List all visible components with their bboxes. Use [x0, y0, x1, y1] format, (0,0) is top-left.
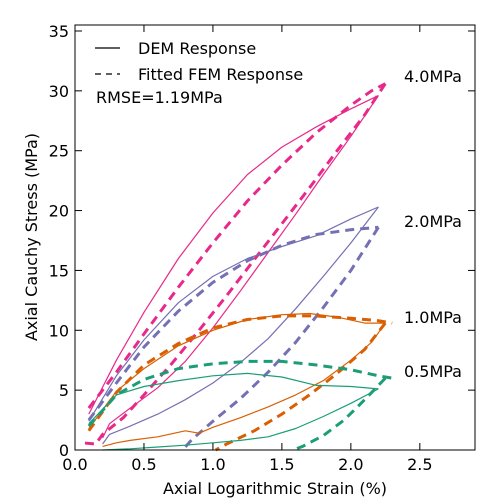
pressure-label-2: 2.0MPa	[404, 212, 462, 231]
x-tick-label: 2.0	[338, 455, 363, 474]
pressure-label-1: 1.0MPa	[404, 308, 462, 327]
x-tick-label: 0.0	[62, 455, 87, 474]
curves-layer	[81, 82, 393, 452]
legend: DEM Response Fitted FEM Response	[95, 39, 303, 84]
series-0_5-solid-loading	[88, 372, 379, 425]
plot-frame	[74, 24, 476, 451]
x-axis-label: Axial Logarithmic Strain (%)	[163, 479, 387, 498]
x-tick-label: 0.5	[131, 455, 156, 474]
series-2_0-solid-loading	[88, 206, 379, 422]
y-tick-label: 0	[59, 441, 69, 460]
y-tick-label: 15	[49, 261, 69, 280]
rmse-annotation: RMSE=1.19MPa	[96, 88, 223, 107]
series-2_0-dashed-loading	[87, 225, 379, 421]
y-tick-label: 35	[49, 22, 69, 41]
x-tick-label: 1.0	[200, 455, 225, 474]
series-4_0-dashed-unloading	[81, 82, 387, 446]
series-4_0-solid-unloading	[102, 95, 379, 439]
series-2_0-solid-unloading	[102, 206, 379, 445]
y-tick-label: 20	[49, 202, 69, 221]
legend-label-fem: Fitted FEM Response	[138, 65, 303, 84]
series-1_0-solid-unloading	[102, 322, 386, 447]
series-0_5-dashed-unloading	[292, 377, 387, 452]
series-4_0-dashed-loading	[87, 82, 386, 410]
x-tick-label: 2.5	[407, 455, 432, 474]
series-0_5-dashed-loading	[87, 359, 393, 428]
pressure-label-05: 0.5MPa	[404, 362, 462, 381]
y-tick-label: 10	[49, 321, 69, 340]
series-0_5-solid-unloading	[102, 388, 379, 451]
y-tick-label: 30	[49, 82, 69, 101]
x-tick-label: 1.5	[269, 455, 294, 474]
y-tick-label: 5	[59, 381, 69, 400]
pressure-label-4: 4.0MPa	[404, 67, 462, 86]
y-axis-label: Axial Cauchy Stress (MPa)	[22, 133, 41, 341]
y-tick-label: 25	[49, 142, 69, 161]
series-4_0-solid-loading	[88, 95, 379, 415]
series-1_0-dashed-unloading	[214, 322, 387, 452]
series-1_0-dashed-loading	[87, 314, 393, 432]
legend-label-dem: DEM Response	[138, 39, 256, 58]
ticks-layer: 0.0 0.5 1.0 1.5 2.0 2.5 0 5 10 15 20 25 30 35	[49, 22, 475, 474]
